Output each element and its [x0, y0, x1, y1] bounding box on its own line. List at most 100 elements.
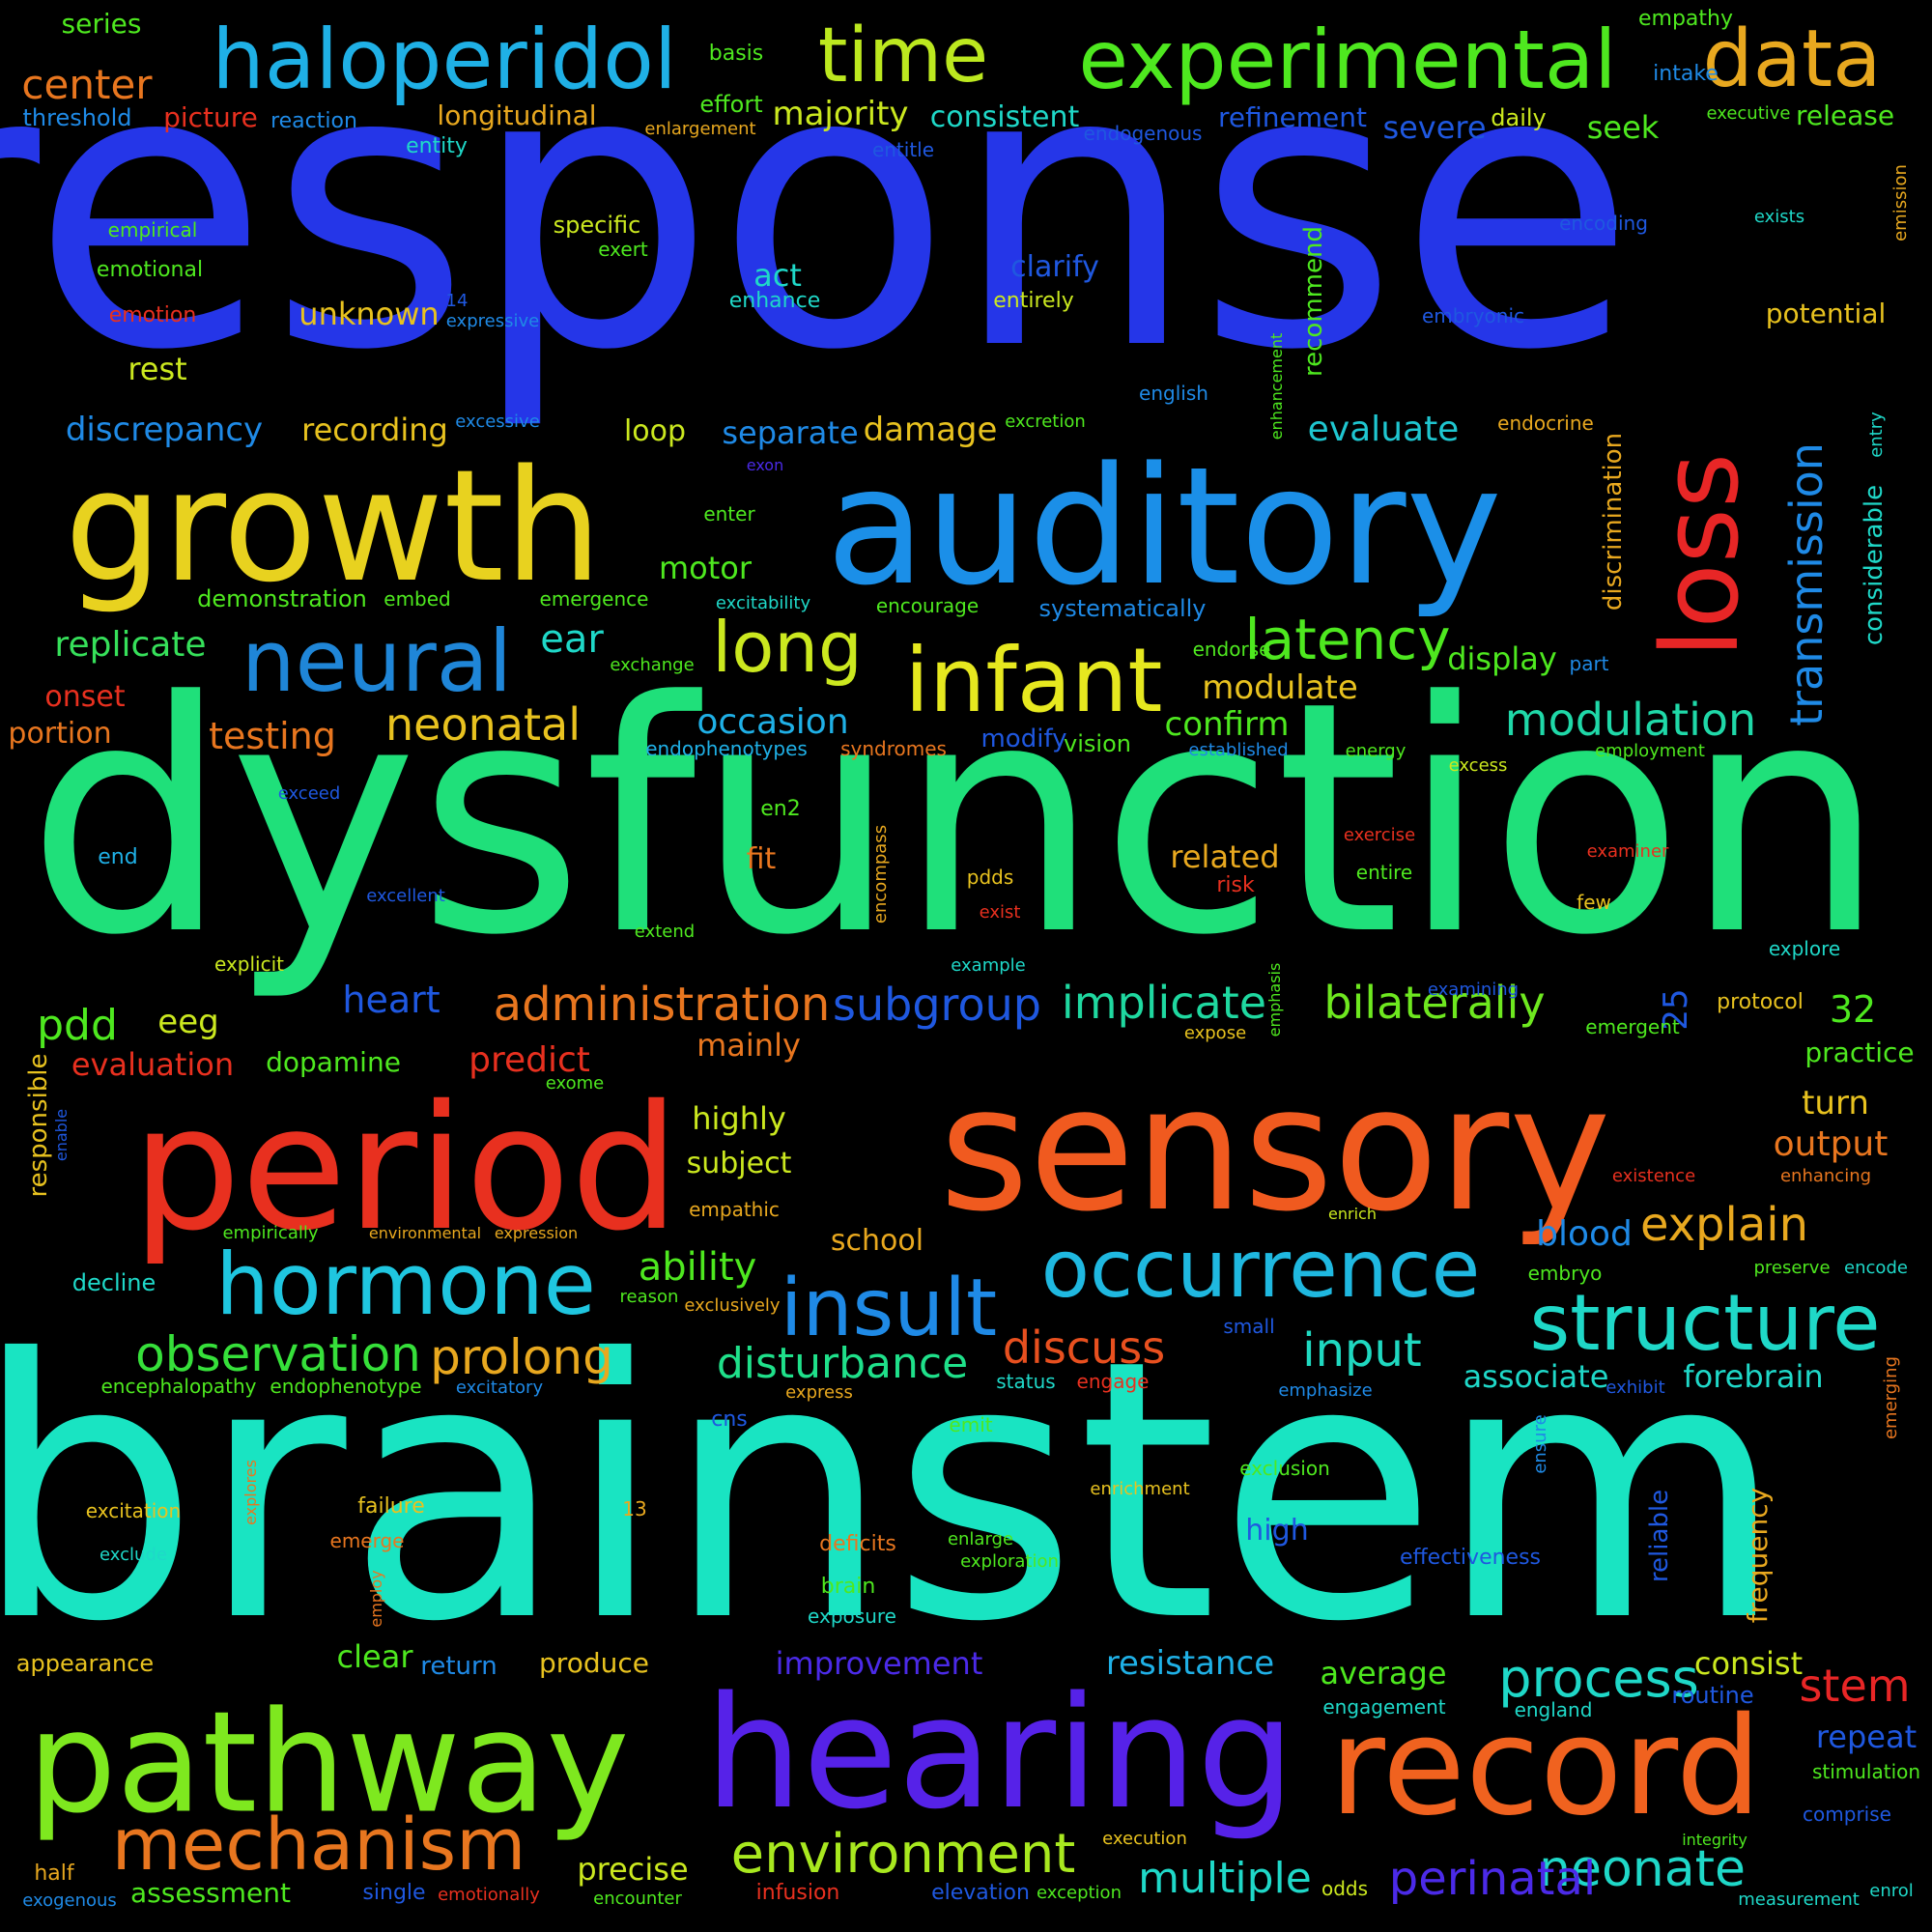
word-preserve: preserve [1753, 1258, 1831, 1278]
word-perinatal: perinatal [1388, 1852, 1597, 1906]
word-emphasize: emphasize [1278, 1380, 1373, 1401]
word-pdds: pdds [966, 866, 1014, 889]
word-experimental: experimental [1078, 13, 1617, 107]
word-exploration: exploration [960, 1551, 1059, 1572]
word-deficits: deficits [819, 1532, 896, 1556]
word-examiner: examiner [1586, 841, 1669, 862]
word-entity: entity [406, 134, 468, 158]
word-dysfunction: dysfunction [26, 634, 1887, 1005]
word-release: release [1795, 99, 1895, 131]
word-effort: effort [699, 91, 763, 118]
word-hearing: hearing [704, 1662, 1295, 1843]
word-employ: employ [367, 1570, 385, 1628]
word-exposure: exposure [808, 1605, 896, 1628]
word-reason: reason [619, 1287, 679, 1307]
word-testing: testing [209, 715, 336, 757]
word-energy: energy [1345, 741, 1406, 761]
word-exogenous: exogenous [22, 1890, 117, 1911]
word-separate: separate [722, 414, 859, 451]
word-insult: insult [780, 1263, 998, 1354]
word-long: long [712, 607, 863, 688]
word-exclusively: exclusively [684, 1295, 781, 1316]
word-risk: risk [1216, 873, 1255, 897]
word-discuss: discuss [1002, 1321, 1166, 1374]
word-evaluate: evaluate [1307, 410, 1460, 449]
word-excess: excess [1448, 755, 1508, 776]
word-comprise: comprise [1803, 1803, 1891, 1826]
word-emergent: emergent [1585, 1015, 1680, 1038]
word-bilaterally: bilaterally [1323, 977, 1546, 1029]
word-subgroup: subgroup [833, 979, 1041, 1031]
word-clarify: clarify [1010, 250, 1099, 284]
word-entire: entire [1355, 861, 1413, 884]
word-encode: encode [1844, 1258, 1908, 1278]
word-enhance: enhance [728, 289, 821, 313]
word-confirm: confirm [1164, 705, 1290, 744]
word-transmission: transmission [1780, 442, 1833, 726]
word-executive: executive [1706, 103, 1791, 124]
word-modulate: modulate [1202, 668, 1358, 707]
word-entry: entry [1866, 412, 1887, 458]
word-output: output [1773, 1124, 1889, 1164]
word-modulation: modulation [1504, 694, 1757, 746]
word-auditory: auditory [826, 432, 1502, 621]
word-exclude: exclude [99, 1545, 167, 1565]
word-administration: administration [493, 978, 831, 1032]
word-explore: explore [1768, 937, 1841, 960]
word-occurrence: occurrence [1040, 1224, 1481, 1316]
word-recording: recording [301, 412, 448, 448]
word-brain: brain [820, 1575, 876, 1599]
word-exception: exception [1037, 1883, 1122, 1903]
word-engagement: engagement [1322, 1695, 1446, 1719]
word-turn: turn [1802, 1084, 1869, 1122]
word-specific: specific [553, 212, 641, 239]
word-exon: exon [746, 456, 784, 474]
word-few: few [1577, 891, 1611, 914]
word-brainstem: brainstem [0, 1285, 1786, 1700]
word-rest: rest [128, 351, 187, 387]
word-display: display [1447, 640, 1557, 677]
word-enrich: enrich [1328, 1205, 1377, 1223]
word-loss: loss [1638, 452, 1762, 659]
word-expose: expose [1183, 1023, 1247, 1043]
word-forebrain: forebrain [1683, 1358, 1824, 1395]
word-exchange: exchange [610, 655, 695, 675]
word-endophenotype: endophenotype [270, 1375, 422, 1398]
word-center: center [21, 61, 153, 108]
word-haloperidol: haloperidol [212, 12, 677, 108]
word-empirical: empirical [107, 218, 198, 242]
word-intake: intake [1653, 62, 1719, 86]
word-occasion: occasion [696, 702, 849, 742]
word-onset: onset [44, 680, 126, 714]
word-neonatal: neonatal [385, 698, 581, 751]
word-measurement: measurement [1738, 1889, 1860, 1910]
word-engage: engage [1076, 1370, 1150, 1393]
word-dopamine: dopamine [266, 1046, 401, 1078]
word-established: established [1188, 740, 1289, 760]
word-syndromes: syndromes [840, 737, 947, 760]
word-time: time [817, 13, 989, 99]
word-explain: explain [1639, 1198, 1809, 1252]
word-unknown: unknown [298, 296, 440, 332]
word-empathic: empathic [689, 1198, 780, 1221]
word-daily: daily [1491, 104, 1547, 131]
word-exist: exist [979, 902, 1021, 923]
word-pathway: pathway [27, 1681, 630, 1845]
word-excitatory: excitatory [455, 1378, 544, 1398]
word-enrichment: enrichment [1090, 1479, 1190, 1499]
word-emit: emit [949, 1413, 993, 1436]
word-protocol: protocol [1717, 990, 1804, 1014]
word-elevation: elevation [931, 1881, 1030, 1905]
word-clear: clear [336, 1638, 413, 1675]
word-neonate: neonate [1539, 1840, 1746, 1898]
word-related: related [1170, 838, 1280, 875]
word-record: record [1329, 1689, 1762, 1846]
word-portion: portion [8, 717, 112, 751]
word-england: england [1514, 1698, 1593, 1721]
word-damage: damage [863, 411, 998, 449]
word-average: average [1320, 1655, 1447, 1691]
word-mechanism: mechanism [111, 1804, 526, 1887]
word-effectiveness: effectiveness [1399, 1546, 1542, 1570]
word-example: example [951, 955, 1026, 976]
word-infant: infant [904, 629, 1163, 732]
